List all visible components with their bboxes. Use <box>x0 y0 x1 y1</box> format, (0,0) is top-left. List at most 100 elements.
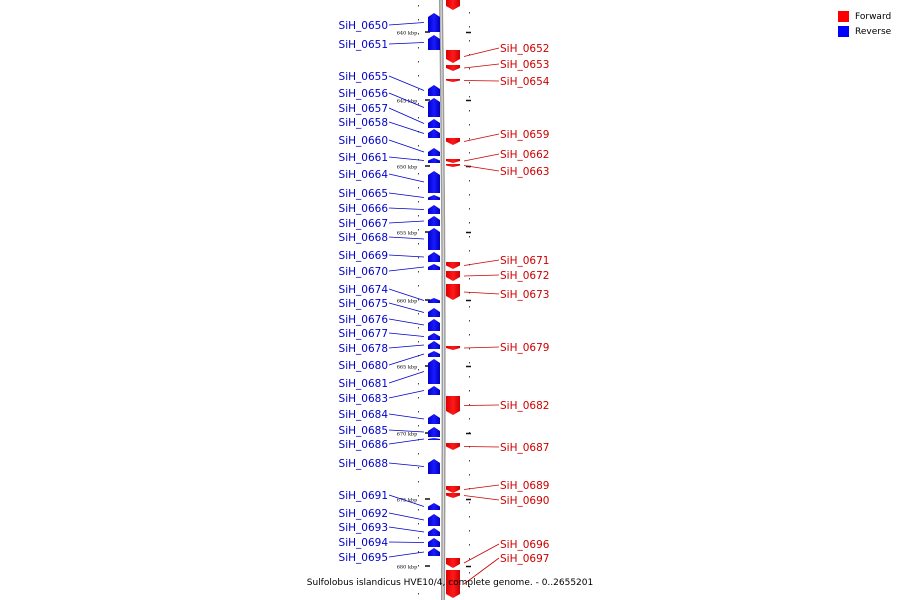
guide-dot-left <box>418 425 419 427</box>
guide-dot-right <box>469 40 470 42</box>
reverse-gene-arrow <box>428 205 440 214</box>
reverse-leader-line <box>388 551 425 558</box>
guide-dot-right <box>469 320 470 322</box>
reverse-leader-line <box>388 75 425 91</box>
guide-dot-right <box>469 292 470 294</box>
reverse-gene-label: SiH_0661 <box>339 152 388 164</box>
reverse-leader-line <box>388 318 425 326</box>
reverse-leader-line <box>388 236 425 240</box>
forward-gene-arrow <box>446 50 460 63</box>
reverse-leader-line <box>388 332 425 337</box>
guide-dot-right <box>469 54 470 56</box>
chromosome-axis <box>439 0 446 600</box>
reverse-gene-arrow <box>428 528 440 536</box>
reverse-leader-line <box>388 173 425 183</box>
forward-gene-arrow <box>446 493 460 498</box>
legend-reverse: Reverse <box>838 24 891 39</box>
reverse-leader-line <box>388 266 425 272</box>
reverse-gene-arrow <box>428 171 440 193</box>
reverse-gene-label: SiH_0651 <box>339 39 388 51</box>
forward-gene-label: SiH_0679 <box>500 342 549 354</box>
position-tick-label: 665 kbp <box>397 365 418 371</box>
guide-dot-left <box>418 47 419 49</box>
reverse-gene-arrow <box>428 252 440 262</box>
forward-gene-arrow <box>446 271 460 281</box>
reverse-leader-line <box>388 207 425 210</box>
guide-dot-right <box>469 222 470 224</box>
guide-dot-left <box>418 327 419 329</box>
reverse-gene-arrow <box>428 319 440 331</box>
forward-gene-label: SiH_0659 <box>500 129 549 141</box>
reverse-gene-arrow <box>428 414 440 424</box>
guide-dot-right <box>469 250 470 252</box>
guide-dot-right <box>469 376 470 378</box>
guide-dot-right <box>469 12 470 14</box>
reverse-leader-line <box>388 288 425 301</box>
guide-dot-right <box>469 96 470 98</box>
forward-leader-line <box>463 274 500 277</box>
guide-dot-left <box>418 229 419 231</box>
guide-dot-left <box>418 481 419 483</box>
chromosome-spine-highlight <box>440 0 445 600</box>
guide-dot-left <box>418 271 419 273</box>
reverse-gene-arrow <box>428 264 440 270</box>
forward-gene-arrow <box>446 558 460 568</box>
reverse-gene-label: SiH_0660 <box>339 135 388 147</box>
guide-dot-left <box>418 551 419 553</box>
reverse-gene-arrow <box>428 119 440 128</box>
forward-leader-line <box>463 153 500 162</box>
guide-dot-right <box>469 152 470 154</box>
guide-dot-left <box>418 523 419 525</box>
guide-dot-right <box>469 26 470 28</box>
reverse-leader-line <box>388 254 425 258</box>
guide-dot-left <box>418 579 419 581</box>
guide-dot-right <box>469 502 470 504</box>
position-tick-label: 660 kbp <box>397 299 418 305</box>
forward-gene-arrow <box>446 570 460 598</box>
reverse-gene-label: SiH_0688 <box>339 458 388 470</box>
reverse-gene-arrow <box>428 195 440 200</box>
reverse-gene-arrow <box>428 538 440 547</box>
reverse-leader-line <box>388 390 425 399</box>
reverse-gene-label: SiH_0695 <box>339 552 388 564</box>
position-tick-label: 680 kbp <box>397 565 418 571</box>
position-tick-label: 650 kbp <box>397 165 418 171</box>
guide-dot-right <box>469 236 470 238</box>
forward-gene-label: SiH_0653 <box>500 59 549 71</box>
reverse-leader-line <box>388 92 425 108</box>
guide-dot-right <box>469 516 470 518</box>
reverse-gene-label: SiH_0678 <box>339 343 388 355</box>
guide-dot-left <box>418 299 419 301</box>
reverse-gene-label: SiH_0681 <box>339 378 388 390</box>
forward-gene-arrow <box>446 164 460 167</box>
forward-gene-label: SiH_0673 <box>500 289 549 301</box>
reverse-leader-line <box>388 121 425 134</box>
reverse-gene-label: SiH_0669 <box>339 250 388 262</box>
reverse-gene-label: SiH_0667 <box>339 218 388 230</box>
guide-dot-left <box>418 509 419 511</box>
reverse-gene-arrow <box>428 308 440 317</box>
forward-leader-line <box>463 165 500 172</box>
forward-gene-label: SiH_0662 <box>500 149 549 161</box>
reverse-gene-arrow <box>428 427 440 437</box>
forward-gene-arrow <box>446 486 460 493</box>
forward-leader-line <box>463 495 500 501</box>
reverse-leader-line <box>388 139 425 153</box>
reverse-gene-arrow <box>428 333 440 340</box>
forward-leader-line <box>463 47 500 57</box>
reverse-leader-line <box>388 192 425 198</box>
legend-forward-label: Forward <box>855 11 892 22</box>
reverse-leader-line <box>388 156 425 161</box>
reverse-leader-line <box>388 462 425 467</box>
reverse-leader-line <box>388 413 425 420</box>
forward-gene-arrow <box>446 138 460 145</box>
guide-dot-left <box>418 341 419 343</box>
forward-leader-line <box>463 346 500 349</box>
reverse-gene-arrow <box>428 298 440 303</box>
reverse-gene-arrow <box>428 548 440 556</box>
guide-dot-right <box>469 362 470 364</box>
guide-dot-left <box>418 285 419 287</box>
forward-leader-line <box>463 259 500 266</box>
forward-leader-line <box>463 484 500 490</box>
legend-reverse-label: Reverse <box>855 26 892 37</box>
